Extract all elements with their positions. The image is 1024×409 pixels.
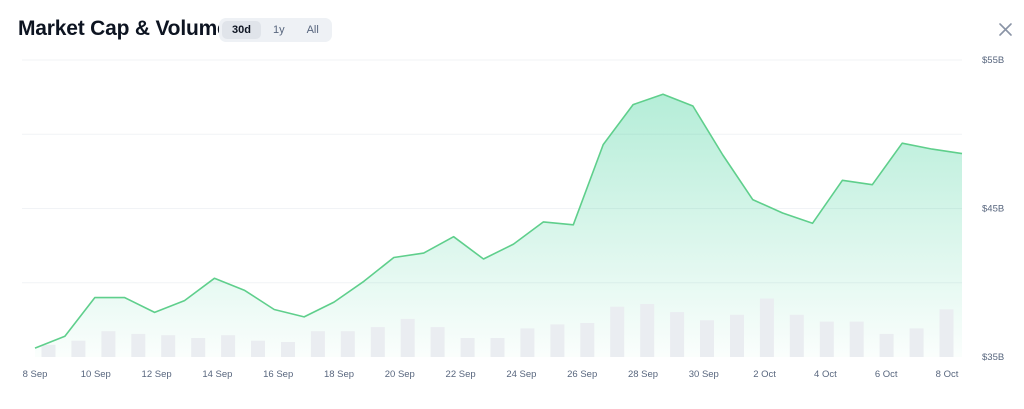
volume-bar <box>400 318 415 357</box>
x-tick-label: 12 Sep <box>142 369 172 380</box>
x-tick-label: 4 Oct <box>814 369 837 380</box>
volume-bar <box>221 335 236 357</box>
volume-bar <box>550 324 565 357</box>
volume-bar <box>281 342 295 357</box>
y-tick-label: $55B <box>982 55 1004 66</box>
x-tick-label: 10 Sep <box>81 369 111 380</box>
volume-bar <box>460 338 475 357</box>
y-tick-label: $35B <box>982 352 1004 363</box>
x-tick-label: 8 Sep <box>23 369 48 380</box>
x-tick-label: 30 Sep <box>689 369 719 380</box>
volume-bar <box>819 321 834 357</box>
volume-bar <box>71 340 86 357</box>
market-cap-area <box>35 94 962 357</box>
volume-bar <box>700 320 714 357</box>
x-tick-label: 8 Oct <box>936 369 959 380</box>
volume-bar <box>161 335 176 357</box>
volume-bar <box>789 314 804 357</box>
range-tabs: 30d 1y All <box>219 18 332 42</box>
chart-title: Market Cap & Volume <box>18 17 229 40</box>
volume-bar <box>251 340 265 357</box>
x-tick-label: 18 Sep <box>324 369 354 380</box>
volume-bar <box>370 327 385 357</box>
tab-30d[interactable]: 30d <box>222 21 261 39</box>
close-icon[interactable] <box>996 20 1016 40</box>
volume-bar <box>730 314 744 357</box>
volume-bar <box>670 312 685 357</box>
volume-bar <box>939 309 954 357</box>
tab-1y[interactable]: 1y <box>272 24 285 36</box>
volume-bar <box>101 331 116 357</box>
volume-bar <box>580 323 595 357</box>
volume-bar <box>759 298 774 357</box>
x-tick-label: 20 Sep <box>385 369 415 380</box>
x-tick-label: 16 Sep <box>263 369 293 380</box>
volume-bar <box>520 328 535 357</box>
x-tick-label: 28 Sep <box>628 369 658 380</box>
x-tick-label: 26 Sep <box>567 369 597 380</box>
volume-bar <box>849 321 864 357</box>
x-tick-label: 22 Sep <box>446 369 476 380</box>
volume-bar <box>490 338 505 357</box>
volume-bar <box>191 338 206 357</box>
volume-bar <box>640 304 655 357</box>
volume-bar <box>909 328 924 357</box>
volume-bar <box>610 306 625 357</box>
volume-bar <box>310 331 325 357</box>
tab-all[interactable]: All <box>306 24 319 36</box>
x-tick-label: 24 Sep <box>506 369 536 380</box>
y-tick-label: $45B <box>982 204 1004 215</box>
x-tick-label: 6 Oct <box>875 369 898 380</box>
x-tick-label: 2 Oct <box>753 369 776 380</box>
volume-bar <box>41 344 56 357</box>
volume-bar <box>430 327 445 357</box>
volume-bar <box>879 333 894 357</box>
x-tick-label: 14 Sep <box>202 369 232 380</box>
volume-bar <box>131 333 146 357</box>
market-cap-line <box>34 93 963 349</box>
volume-bar <box>340 331 355 357</box>
